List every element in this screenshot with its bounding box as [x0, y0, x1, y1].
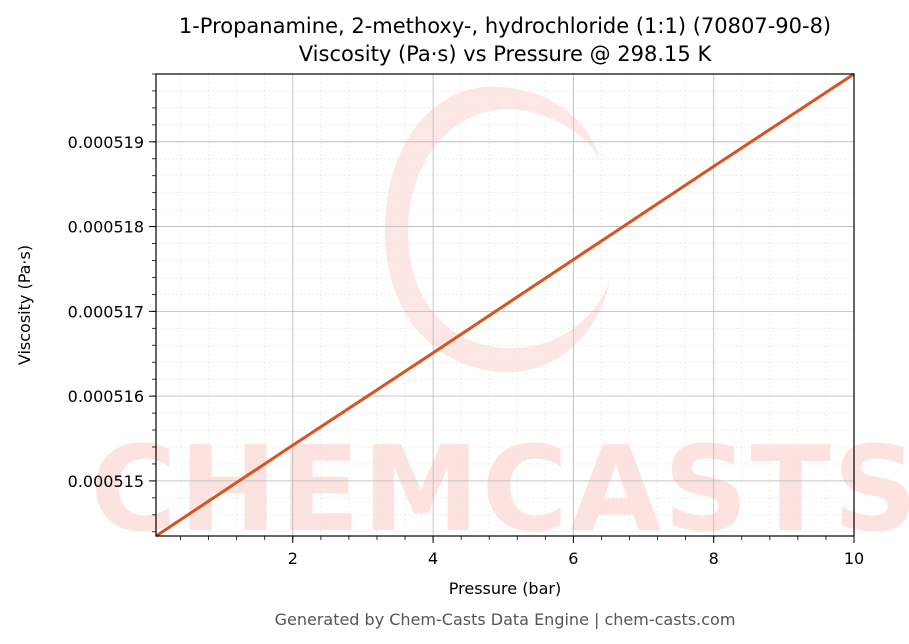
- x-tick-label: 8: [709, 549, 719, 568]
- y-axis-tick-labels: 0.000515 0.000516 0.000517 0.000518 0.000519: [68, 133, 144, 491]
- y-tick-label: 0.000515: [68, 472, 144, 491]
- watermark-logo-swirl: [385, 86, 610, 373]
- plot-frame: [155, 73, 855, 537]
- footer-credit: Generated by Chem-Casts Data Engine | ch…: [275, 610, 736, 629]
- series-layer: [155, 72, 855, 538]
- y-axis-ticks: [149, 73, 156, 533]
- x-tick-label: 10: [844, 549, 864, 568]
- x-axis-tick-labels: 2 4 6 8 10: [288, 549, 864, 568]
- y-tick-label: 0.000517: [68, 302, 144, 321]
- x-tick-label: 6: [568, 549, 578, 568]
- x-tick-label: 2: [288, 549, 298, 568]
- series-line: [155, 72, 855, 538]
- y-tick-label: 0.000516: [68, 387, 144, 406]
- x-axis-ticks: [180, 536, 855, 543]
- y-axis-label: Viscosity (Pa·s): [15, 245, 34, 365]
- x-axis-label: Pressure (bar): [449, 579, 561, 598]
- watermark-text: CHEMCASTS: [90, 420, 909, 558]
- chart-title: 1-Propanamine, 2-methoxy-, hydrochloride…: [179, 14, 831, 38]
- y-tick-label: 0.000519: [68, 133, 144, 152]
- minor-grid: [156, 73, 855, 536]
- chart-subtitle: Viscosity (Pa·s) vs Pressure @ 298.15 K: [299, 42, 713, 66]
- x-tick-label: 4: [428, 549, 438, 568]
- y-tick-label: 0.000518: [68, 218, 144, 237]
- watermark: CHEMCASTS: [90, 86, 909, 558]
